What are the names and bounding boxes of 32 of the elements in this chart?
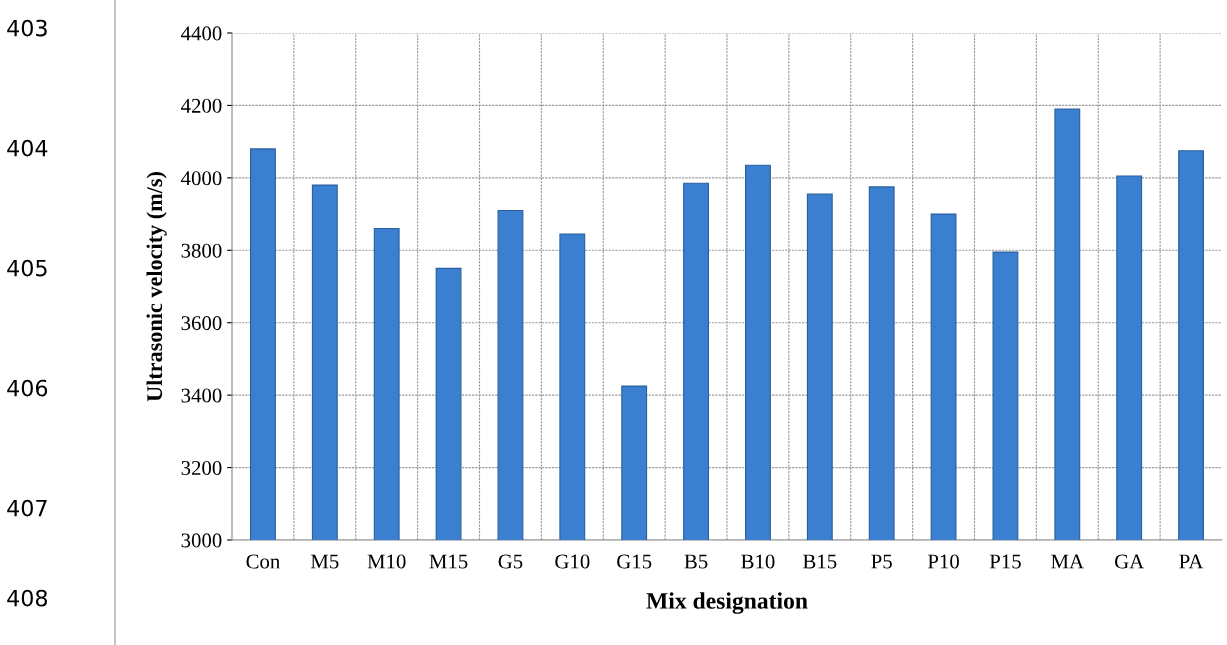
y-tick-label: 3000 <box>181 533 222 548</box>
x-tick-label: B15 <box>803 554 837 569</box>
x-axis-title: Mix designation <box>646 592 808 614</box>
y-tick-label: 4000 <box>181 171 222 186</box>
x-tick-label: PA <box>1179 554 1204 569</box>
text: 404 <box>7 139 48 157</box>
x-tick-label: G15 <box>617 554 652 569</box>
y-tick-label: 3600 <box>181 316 222 331</box>
y-axis-title: Ultrasonic velocity (m/s) <box>146 172 167 402</box>
x-tick-label: P15 <box>989 554 1021 569</box>
x-tick-label: B10 <box>741 554 775 569</box>
text: 407 <box>7 499 47 517</box>
x-tick-label: Con <box>246 554 280 569</box>
y-tick-label: 3400 <box>181 388 222 403</box>
x-tick-label: B5 <box>684 554 708 569</box>
x-tick-label: M5 <box>310 554 339 569</box>
text: 405 <box>7 259 47 277</box>
x-tick-label: M15 <box>429 554 468 569</box>
x-tick-label: G10 <box>555 554 590 569</box>
text: 403 <box>7 19 47 37</box>
x-tick-label: GA <box>1115 554 1145 569</box>
x-tick-label: M10 <box>367 554 406 569</box>
y-tick-label: 4200 <box>181 98 222 113</box>
y-tick-label: 3800 <box>181 243 222 258</box>
x-tick-label: P5 <box>871 554 892 569</box>
x-tick-label: P10 <box>927 554 959 569</box>
text: 408 <box>7 589 48 607</box>
text: 406 <box>7 379 48 397</box>
x-tick-label: MA <box>1051 554 1084 569</box>
y-tick-label: 4400 <box>181 26 222 41</box>
y-tick-label: 3200 <box>181 460 222 475</box>
x-tick-label: G5 <box>498 554 523 569</box>
